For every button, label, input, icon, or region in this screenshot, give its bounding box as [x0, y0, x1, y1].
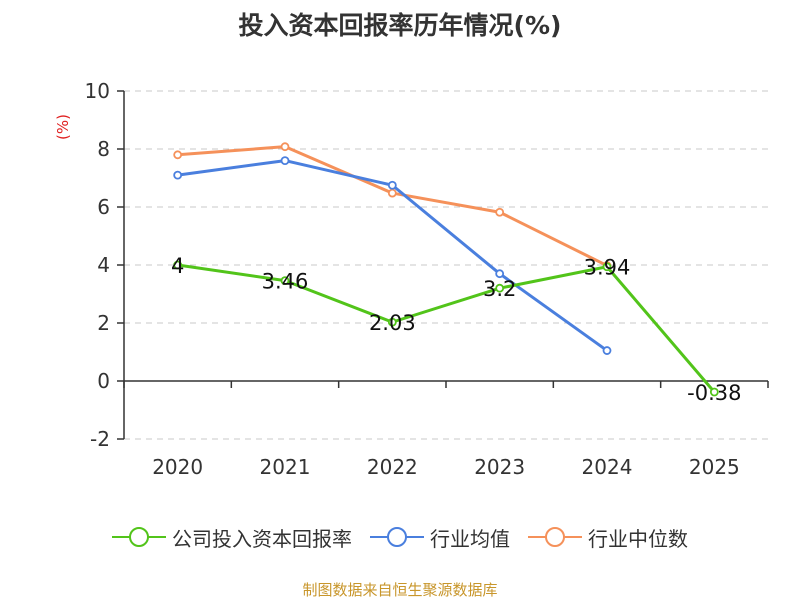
data-point [495, 269, 505, 279]
data-label: -0.38 [687, 381, 741, 405]
x-tick-label: 2022 [367, 455, 418, 479]
data-label: 4 [171, 254, 184, 278]
data-point [387, 180, 397, 190]
series-line [177, 263, 716, 393]
legend-item-industry-avg[interactable]: 行业均值 [370, 523, 510, 552]
legend-line-icon [112, 527, 166, 547]
data-point [709, 387, 719, 397]
data-label: 2.03 [369, 311, 416, 335]
x-tick-label: 2021 [260, 455, 311, 479]
data-point [173, 150, 183, 160]
legend-line-icon [528, 527, 582, 547]
data-point [280, 142, 290, 152]
y-tick-label: 0 [97, 369, 110, 393]
y-tick-label: 6 [97, 195, 110, 219]
data-point [280, 156, 290, 166]
legend-line-icon [370, 527, 424, 547]
data-label: 3.94 [584, 256, 631, 280]
legend-label: 行业均值 [430, 526, 510, 551]
data-point [387, 317, 397, 327]
y-tick-label: 2 [97, 311, 110, 335]
x-tick-label: 2024 [582, 455, 633, 479]
data-point [602, 346, 612, 355]
x-tick-label: 2020 [152, 455, 203, 479]
data-point [495, 207, 505, 217]
y-axis-label: (%) [54, 114, 72, 140]
chart-title: 投入资本回报率历年情况(%) [238, 11, 562, 40]
data-point [387, 188, 397, 198]
data-point [173, 170, 183, 180]
data-label: 3.2 [483, 277, 516, 301]
data-label: 3.46 [262, 270, 309, 294]
y-tick-label: 10 [85, 79, 110, 103]
source-note: 制图数据来自恒生聚源数据库 [302, 581, 498, 599]
y-tick-label: 4 [97, 253, 110, 277]
data-point [602, 262, 612, 272]
x-tick-label: 2025 [689, 455, 740, 479]
data-point [173, 260, 183, 270]
data-point [280, 276, 290, 286]
x-tick-label: 2023 [474, 455, 525, 479]
y-tick-label: 8 [97, 137, 110, 161]
legend: 公司投入资本回报率 行业均值 行业中位数 [0, 520, 800, 554]
legend-label: 行业中位数 [588, 526, 688, 551]
legend-label: 公司投入资本回报率 [172, 526, 352, 551]
legend-item-company[interactable]: 公司投入资本回报率 [112, 523, 352, 552]
data-point [495, 283, 505, 293]
series-line [177, 145, 608, 267]
legend-item-industry-median[interactable]: 行业中位数 [528, 523, 688, 552]
y-tick-label: -2 [90, 427, 110, 451]
